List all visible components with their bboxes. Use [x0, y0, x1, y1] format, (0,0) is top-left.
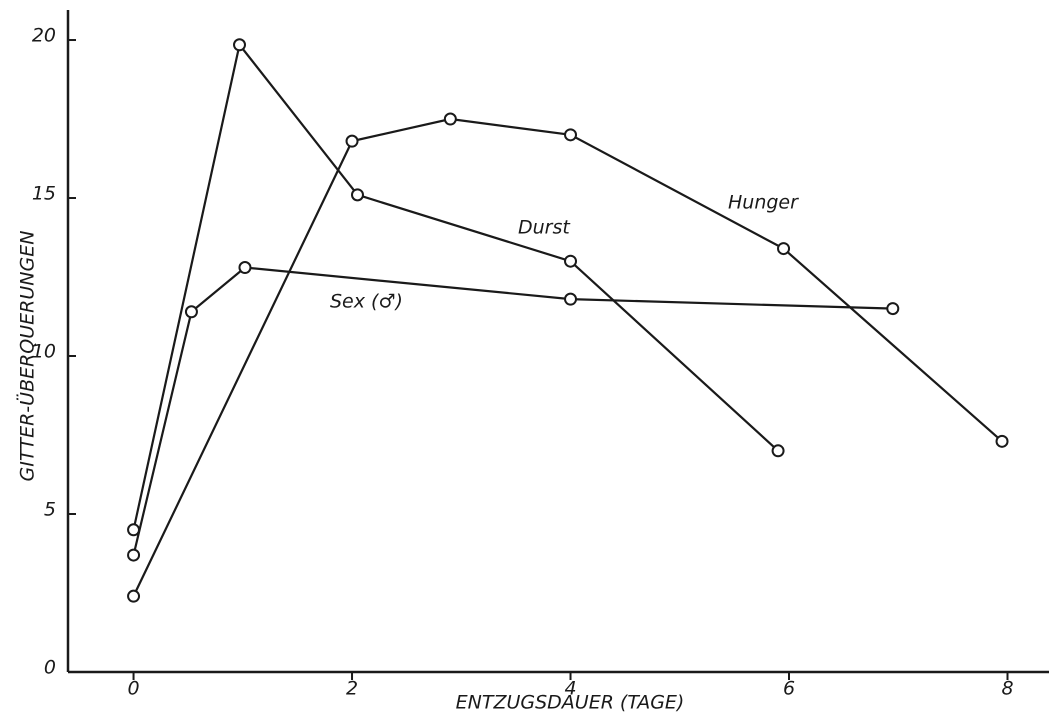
data-point	[350, 188, 364, 202]
x-axis-label: ENTZUGSDAUER (TAGE)	[456, 692, 685, 714]
data-point	[771, 444, 785, 458]
x-tick-label: 6	[783, 678, 795, 700]
series-line	[132, 117, 1003, 597]
series-label: Sex (♂)	[330, 291, 403, 313]
data-point	[886, 302, 900, 316]
data-point	[443, 112, 457, 126]
data-point	[238, 261, 252, 275]
x-tick-label: 2	[346, 678, 358, 700]
x-tick-label: 0	[127, 678, 139, 700]
data-point	[127, 589, 141, 603]
data-point	[564, 128, 578, 142]
y-tick-label: 5	[44, 499, 56, 521]
data-point	[127, 548, 141, 562]
y-tick-label: 0	[44, 657, 56, 679]
series-label: Durst	[518, 217, 571, 239]
data-point	[564, 254, 578, 268]
data-point	[995, 434, 1009, 448]
data-point	[777, 242, 791, 256]
data-point	[184, 305, 198, 319]
data-point	[564, 292, 578, 306]
y-tick-label: 15	[32, 183, 56, 205]
series-label: Hunger	[728, 192, 799, 214]
x-tick-label: 8	[1001, 678, 1013, 700]
y-tick-label: 20	[32, 25, 56, 47]
data-point	[345, 134, 359, 148]
x-tick-label: 4	[564, 678, 576, 700]
y-axis-label: GITTER-ÜBERQUERUNGEN	[16, 231, 39, 482]
data-point	[127, 523, 141, 537]
y-tick-label: 10	[32, 341, 56, 363]
data-point	[233, 38, 247, 52]
